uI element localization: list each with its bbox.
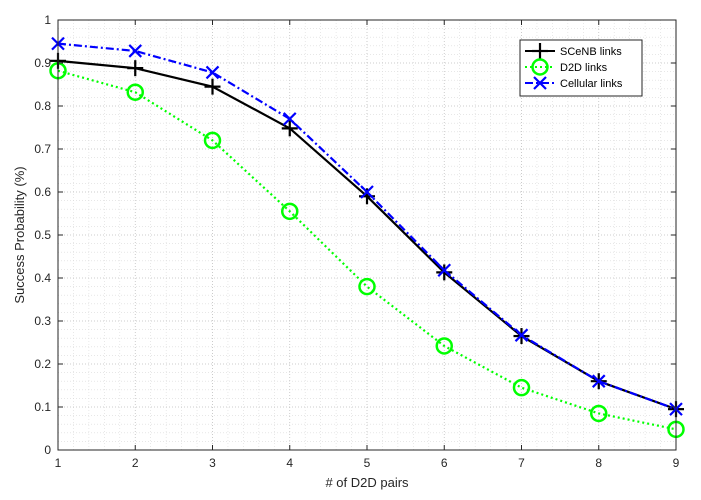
y-tick-label: 0.8 (34, 99, 51, 113)
y-tick-label: 0.2 (34, 357, 51, 371)
marker-stroke (128, 44, 143, 58)
x-tick-label: 4 (286, 456, 293, 470)
scenb-links-point (127, 60, 144, 77)
d2d-links-point (590, 404, 608, 423)
x-tick-label: 9 (673, 456, 680, 470)
d2d-links-point (512, 378, 531, 397)
marker-stroke (533, 76, 547, 90)
cellular-links-series (51, 36, 683, 416)
scenb-links-point (281, 120, 298, 137)
d2d-links-point (203, 131, 222, 150)
x-tick-label: 3 (209, 456, 216, 470)
x-tick-label: 7 (518, 456, 525, 470)
x-tick-label: 8 (595, 456, 602, 470)
d2d-links-point (281, 202, 299, 221)
x-tick-label: 5 (364, 456, 371, 470)
cellular-links-point (282, 112, 297, 126)
marker-stroke (205, 65, 220, 80)
legend-marker-cellular-links (533, 76, 547, 90)
y-tick-label: 1 (44, 13, 51, 27)
y-axis-ticks: 0 0.1 0.2 0.3 0.4 0.5 0.6 0.7 0.8 0.9 1 (34, 13, 676, 457)
legend: SCeNB links D2D links Cellular links (519, 39, 643, 97)
series-layer (49, 36, 685, 439)
d2d-links-point (358, 277, 376, 296)
legend-label-scenb-links: SCeNB links (560, 46, 622, 58)
d2d-links-series (49, 61, 685, 439)
scenb-links-point (204, 78, 221, 95)
cellular-links-point (205, 65, 220, 80)
y-tick-label: 0 (44, 443, 51, 457)
marker-stroke (360, 185, 374, 199)
legend-marker-d2d-links (531, 58, 549, 76)
x-tick-label: 1 (55, 456, 62, 470)
marker-stroke (282, 112, 297, 126)
y-axis-label: Success Probability (%) (12, 166, 27, 303)
cellular-links-point (128, 44, 143, 58)
cellular-links-point (437, 263, 452, 278)
x-tick-label: 2 (132, 456, 139, 470)
cellular-links-point (591, 374, 606, 388)
y-tick-label: 0.1 (34, 400, 51, 414)
marker-stroke (591, 374, 606, 388)
cellular-links-point (514, 328, 529, 342)
legend-marker-scenb-links (532, 43, 548, 59)
y-tick-label: 0.6 (34, 185, 51, 199)
y-tick-label: 0.5 (34, 228, 51, 242)
legend-label-cellular-links: Cellular links (560, 78, 623, 90)
cellular-links-point (360, 185, 374, 199)
x-tick-label: 6 (441, 456, 448, 470)
x-axis-ticks: 1 2 3 4 5 6 7 8 9 (55, 20, 680, 470)
y-tick-label: 0.3 (34, 314, 51, 328)
y-tick-label: 0.9 (34, 56, 51, 70)
d2d-links-point (126, 83, 144, 101)
marker-stroke (514, 328, 529, 342)
legend-label-d2d-links: D2D links (560, 62, 608, 74)
d2d-links-point (435, 337, 453, 355)
y-tick-label: 0.4 (34, 271, 51, 285)
d2d-links-line (57, 69, 677, 431)
scenb-links-point (436, 264, 453, 281)
y-tick-label: 0.7 (34, 142, 51, 156)
x-axis-label: # of D2D pairs (325, 475, 409, 490)
marker-stroke (437, 263, 452, 278)
